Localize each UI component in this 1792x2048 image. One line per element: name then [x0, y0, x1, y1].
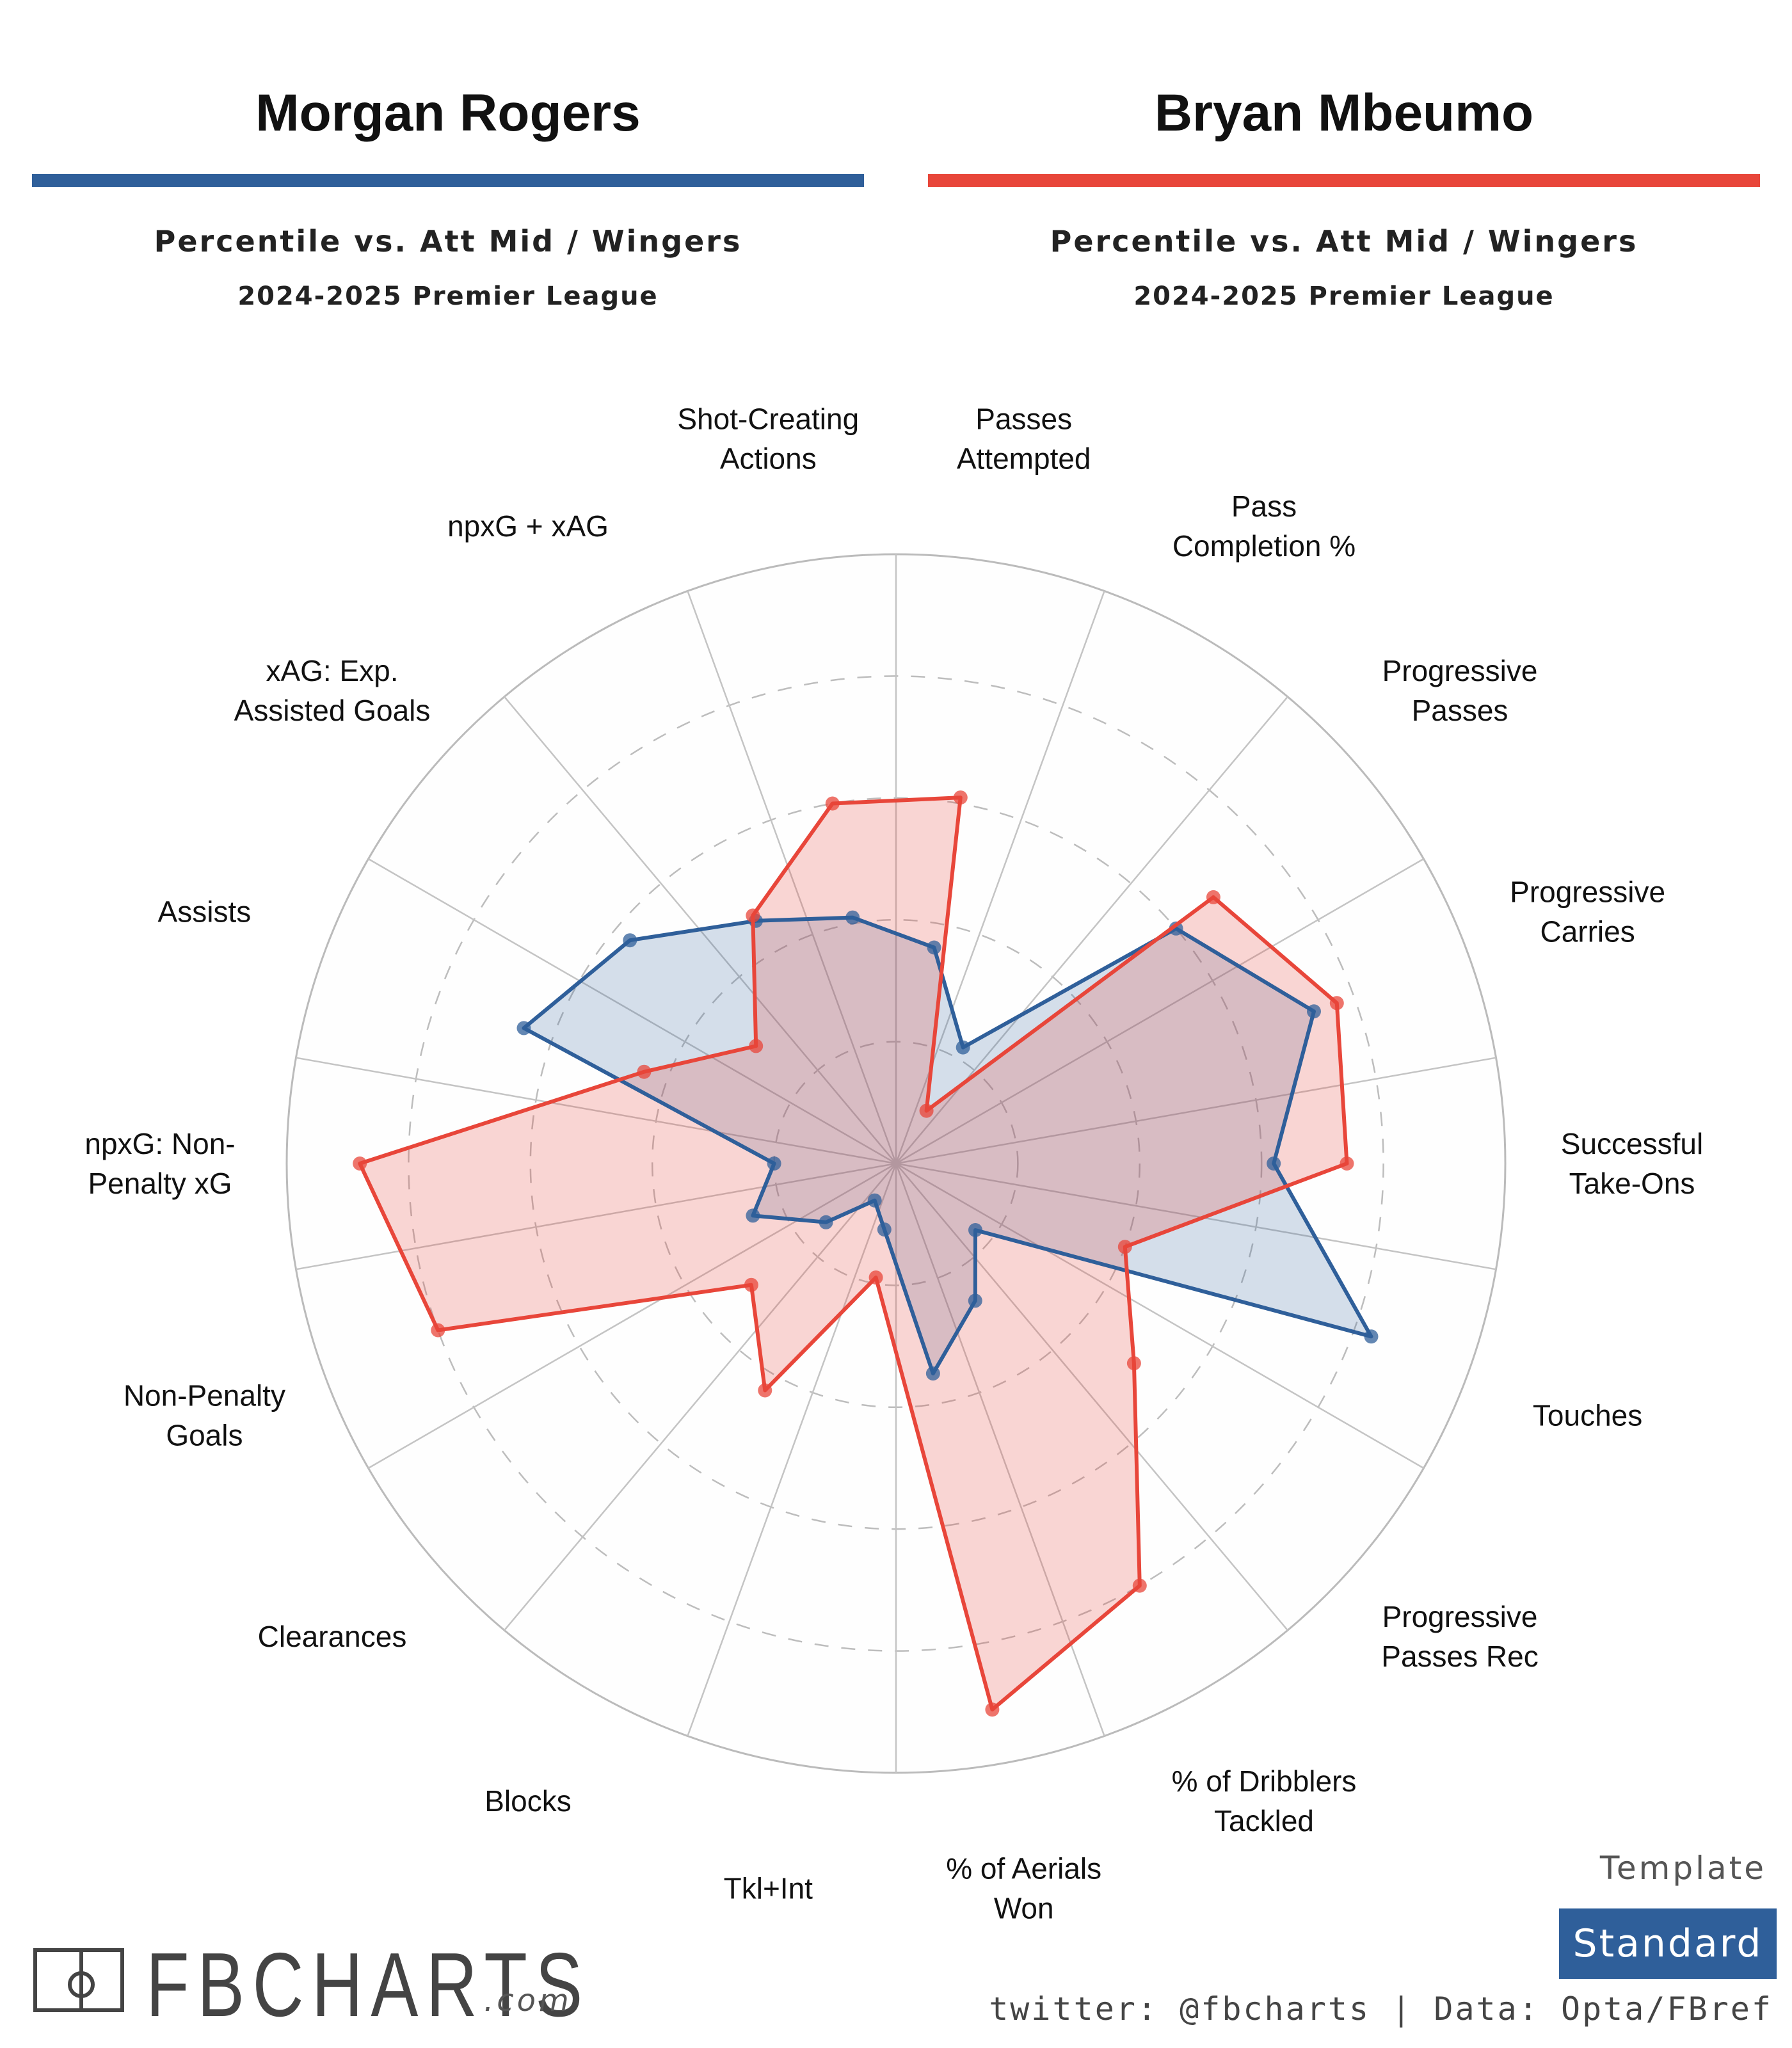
data-point — [744, 1277, 758, 1292]
series-area-rogers — [524, 917, 1372, 1374]
data-point — [927, 940, 941, 955]
category-label: Progressive Passes — [1382, 654, 1538, 727]
category-label: Pass Completion % — [1172, 490, 1356, 563]
season-subtitle-right: 2024-2025 Premier League — [1133, 282, 1555, 311]
template-label: Template — [1599, 1850, 1766, 1887]
category-label: npxG: Non-Penalty xG — [84, 1127, 235, 1200]
data-point — [516, 1021, 531, 1036]
radar-sector-divider — [895, 1163, 1288, 1631]
fbcharts-logo-icon — [33, 1948, 124, 2012]
data-point — [925, 1366, 940, 1381]
data-point — [956, 1040, 970, 1055]
data-point — [1329, 996, 1344, 1011]
data-point — [1132, 1578, 1147, 1593]
data-point — [985, 1702, 1000, 1717]
category-label: Clearances — [258, 1620, 407, 1653]
data-point — [968, 1293, 982, 1308]
data-point — [1169, 921, 1183, 936]
radar-sector-divider — [895, 1162, 1496, 1270]
category-label: Passes Attempted — [957, 403, 1091, 476]
data-point — [1117, 1240, 1132, 1254]
data-point — [1340, 1156, 1354, 1171]
comparison-subtitle-left: Percentile vs. Att Mid / Wingers — [154, 224, 742, 259]
season-subtitle-left: 2024-2025 Premier League — [237, 282, 659, 311]
data-point — [746, 1208, 760, 1223]
data-point — [1126, 1356, 1141, 1371]
data-point — [819, 1215, 833, 1229]
data-point — [1267, 1156, 1281, 1171]
radar-sector-divider — [895, 1163, 1105, 1737]
radar-series — [353, 790, 1379, 1717]
data-point — [749, 1039, 764, 1053]
category-label: Tkl+Int — [724, 1872, 813, 1905]
radar-sector-divider — [367, 858, 897, 1165]
category-label: % of Dribblers Tackled — [1172, 1764, 1357, 1837]
radar-sector-divider — [687, 1163, 897, 1737]
radar-sector-divider — [895, 858, 1425, 1165]
radar-sector-divider — [367, 1162, 897, 1469]
category-label: % of Aerials Won — [946, 1852, 1101, 1925]
radar-sector-divider — [687, 590, 897, 1164]
data-point — [845, 910, 860, 925]
player-name-left: Morgan Rogers — [255, 84, 641, 142]
series-area-mbeumo — [360, 797, 1347, 1710]
player-name-right: Bryan Mbeumo — [1154, 84, 1534, 142]
radar-sector-divider — [504, 1163, 897, 1631]
data-point — [623, 933, 637, 948]
data-point — [868, 1270, 883, 1285]
logo-wordmark: FBCHARTS — [146, 1934, 591, 2036]
category-label: Touches — [1533, 1398, 1642, 1432]
radar-sector-divider — [895, 1162, 1425, 1469]
data-point — [431, 1323, 445, 1338]
data-point — [825, 796, 840, 811]
player-color-bar-right — [928, 174, 1760, 187]
data-point — [767, 1156, 781, 1171]
category-label: Successful Take-Ons — [1561, 1127, 1703, 1200]
radar-category-labels: Passes Attempted Pass Completion % Progressi… — [84, 403, 1703, 1925]
data-point — [758, 1383, 772, 1398]
category-label: npxG + xAG — [447, 509, 609, 543]
data-point — [1364, 1329, 1379, 1344]
data-point — [1206, 890, 1220, 904]
category-label: Progressive Carries — [1510, 876, 1665, 948]
radar-sector-divider — [296, 1057, 897, 1165]
category-label: Non-Penalty Goals — [124, 1379, 285, 1452]
data-point — [953, 790, 968, 805]
radar-sector-divider — [895, 1057, 1496, 1165]
data-point — [637, 1064, 652, 1079]
data-point — [877, 1222, 892, 1237]
category-label: Blocks — [484, 1784, 571, 1818]
data-credits: twitter: @fbcharts | Data: Opta/FBref — [989, 1990, 1773, 2028]
radar-sector-divider — [296, 1162, 897, 1270]
comparison-subtitle-right: Percentile vs. Att Mid / Wingers — [1050, 224, 1638, 259]
category-label: xAG: Exp. Assisted Goals — [234, 654, 431, 727]
category-label: Progressive Passes Rec — [1381, 1600, 1538, 1673]
data-point — [867, 1193, 882, 1208]
category-label: Assists — [158, 895, 252, 929]
player-color-bar-left — [32, 174, 864, 187]
data-point — [919, 1103, 934, 1118]
category-label: Shot-Creating Actions — [677, 403, 859, 476]
data-point — [968, 1223, 982, 1237]
data-point — [353, 1156, 367, 1171]
logo-domain-suffix: .com — [484, 1983, 572, 2019]
template-badge: Standard — [1559, 1908, 1777, 1979]
data-point — [1307, 1004, 1321, 1019]
data-point — [746, 908, 760, 923]
